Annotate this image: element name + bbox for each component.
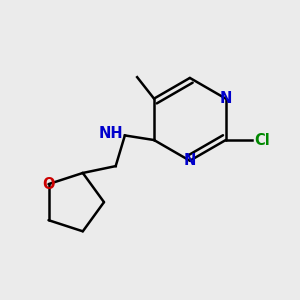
Text: N: N — [184, 153, 196, 168]
Text: O: O — [42, 177, 55, 192]
Text: N: N — [220, 91, 232, 106]
Text: NH: NH — [99, 126, 123, 141]
Text: Cl: Cl — [254, 133, 270, 148]
